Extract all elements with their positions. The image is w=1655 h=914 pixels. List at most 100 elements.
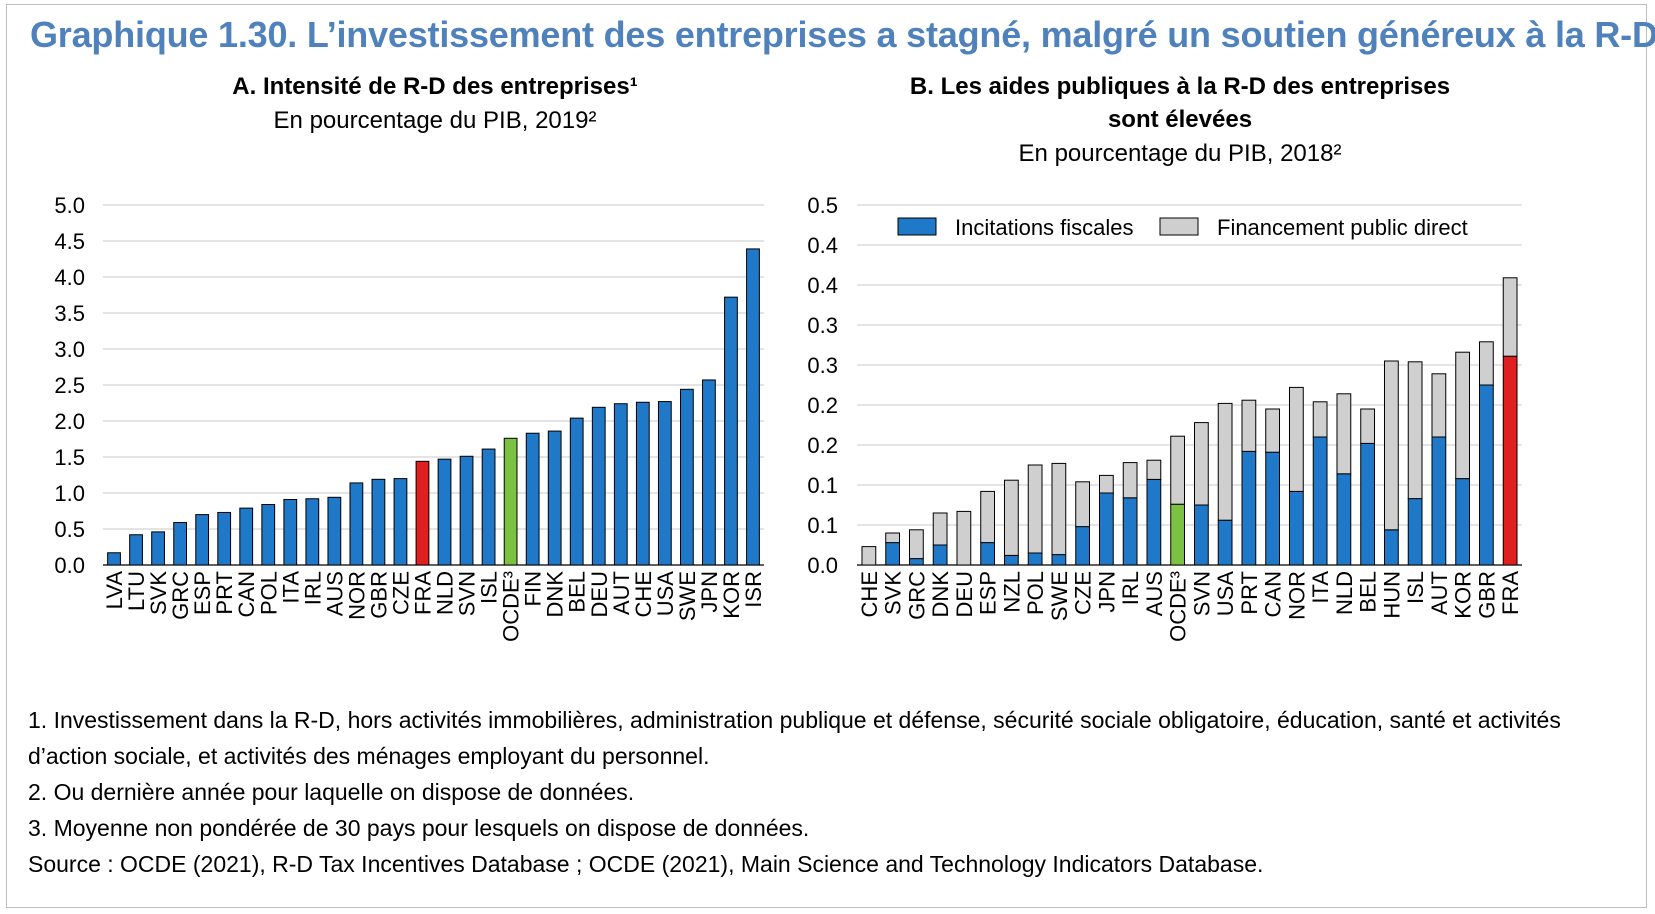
bar-can	[239, 507, 254, 566]
bar-svk-financement	[885, 532, 901, 544]
bar-svn-financement	[1193, 422, 1209, 506]
bar-deu	[591, 406, 606, 566]
y-tick-label: 0.1	[807, 473, 838, 498]
y-tick-label: 2.5	[54, 373, 85, 398]
x-tick-label: FRA	[1498, 571, 1523, 615]
bar-fra-incitations	[1502, 355, 1518, 566]
bar-isl	[481, 448, 496, 566]
x-tick-label: CZE	[1071, 571, 1096, 615]
bar-aus-incitations	[1146, 478, 1162, 566]
y-tick-label: 1.0	[54, 481, 85, 506]
bar-grc-incitations	[908, 558, 924, 566]
panel-a-subtitle: En pourcentage du PIB, 2019²	[273, 107, 597, 134]
bar-pol-incitations	[1027, 552, 1043, 566]
y-tick-label: 1.5	[54, 445, 85, 470]
y-tick-label: 0.1	[807, 513, 838, 538]
x-tick-label: ISL	[477, 571, 502, 604]
x-tick-label: NOR	[1284, 571, 1309, 620]
bar-svn-incitations	[1193, 504, 1209, 566]
x-tick-label: NLD	[1332, 571, 1357, 615]
footnote-1: 1. Investissement dans la R-D, hors acti…	[28, 707, 1561, 769]
footnotes: 1. Investissement dans la R-D, hors acti…	[28, 702, 1638, 882]
y-tick-label: 3.5	[54, 301, 85, 326]
x-tick-label: CAN	[1261, 571, 1286, 617]
legend-label: Incitations fiscales	[955, 215, 1134, 240]
x-tick-label: DEU	[587, 571, 612, 617]
bar-esp-incitations	[980, 542, 996, 566]
x-tick-label: NZL	[999, 571, 1024, 613]
bar-prt-incitations	[1241, 450, 1257, 566]
bar-cze	[393, 478, 408, 566]
legend-swatch-financement	[1159, 217, 1199, 236]
bar-jpn-incitations	[1098, 492, 1114, 566]
x-tick-label: USA	[1213, 571, 1238, 617]
y-tick-label: 3.0	[54, 337, 85, 362]
bar-esp-financement	[980, 490, 996, 544]
bar-esp	[195, 514, 210, 566]
bar-kor-financement	[1455, 351, 1471, 480]
y-tick-label: 0.5	[54, 517, 85, 542]
x-tick-label: ESP	[976, 571, 1001, 615]
bar-grc	[173, 522, 188, 566]
bar-aus-financement	[1146, 459, 1162, 480]
x-tick-label: CZE	[388, 571, 413, 615]
bar-usa-incitations	[1217, 519, 1233, 566]
x-tick-label: POL	[256, 571, 281, 615]
footnote-3: 3. Moyenne non pondérée de 30 pays pour …	[28, 815, 810, 841]
x-tick-label: ITA	[1308, 571, 1333, 604]
y-tick-label: 2.0	[54, 409, 85, 434]
x-tick-label: SVN	[1189, 571, 1214, 616]
x-tick-label: NOR	[344, 571, 369, 620]
bar-aut-financement	[1431, 373, 1447, 438]
x-tick-label: KOR	[1451, 571, 1476, 619]
bar-kor	[724, 296, 738, 566]
y-tick-label: 0.5	[807, 193, 838, 218]
x-tick-label: PRT	[1237, 571, 1262, 615]
bar-hun-financement	[1383, 360, 1399, 531]
bar-isl-financement	[1407, 361, 1423, 500]
x-tick-label: CHE	[857, 571, 882, 617]
bar-aut	[613, 403, 628, 566]
bar-fra-financement	[1502, 277, 1518, 357]
y-tick-label: 0.3	[807, 353, 838, 378]
x-tick-label: GRC	[904, 571, 929, 620]
y-tick-label: 4.0	[54, 265, 85, 290]
bar-can-incitations	[1265, 451, 1281, 566]
bar-che	[635, 401, 650, 566]
bar-prt	[217, 511, 232, 566]
bar-svk	[151, 531, 165, 566]
bar-aus	[327, 496, 342, 566]
x-tick-label: SVK	[881, 571, 906, 615]
x-tick-label: AUS	[1142, 571, 1167, 616]
bar-dnk-incitations	[932, 544, 948, 566]
x-tick-label: FRA	[410, 571, 435, 615]
bar-ita	[283, 498, 298, 566]
x-tick-label: ITA	[278, 571, 303, 604]
x-tick-label: GRC	[168, 571, 193, 620]
y-tick-label: 4.5	[54, 229, 85, 254]
x-tick-label: ISR	[741, 571, 766, 608]
x-tick-label: DEU	[952, 571, 977, 617]
footnote-2: 2. Ou dernière année pour laquelle on di…	[28, 779, 635, 805]
x-tick-label: IRL	[1118, 571, 1143, 605]
y-tick-label: 0.2	[807, 393, 838, 418]
y-tick-label: 0.2	[807, 433, 838, 458]
x-tick-label: CHE	[631, 571, 656, 617]
figure-title: Graphique 1.30. L’investissement des ent…	[30, 14, 1655, 55]
bar-pol	[261, 504, 276, 566]
x-tick-label: JPN	[1094, 571, 1119, 613]
bar-bel-financement	[1360, 408, 1376, 444]
x-tick-label: SVK	[146, 571, 171, 615]
x-tick-label: GBR	[366, 571, 391, 619]
bar-che-financement	[861, 546, 877, 566]
x-tick-label: POL	[1023, 571, 1048, 615]
x-tick-label: BEL	[565, 571, 590, 613]
x-tick-label: DNK	[928, 571, 953, 618]
bar-grc-financement	[908, 529, 924, 560]
x-tick-label: ESP	[190, 571, 215, 615]
legend-label: Financement public direct	[1217, 215, 1468, 240]
panel-b-title-line1: B. Les aides publiques à la R-D des entr…	[909, 73, 1451, 100]
bar-fra	[415, 460, 430, 566]
bar-nld-incitations	[1336, 473, 1352, 566]
